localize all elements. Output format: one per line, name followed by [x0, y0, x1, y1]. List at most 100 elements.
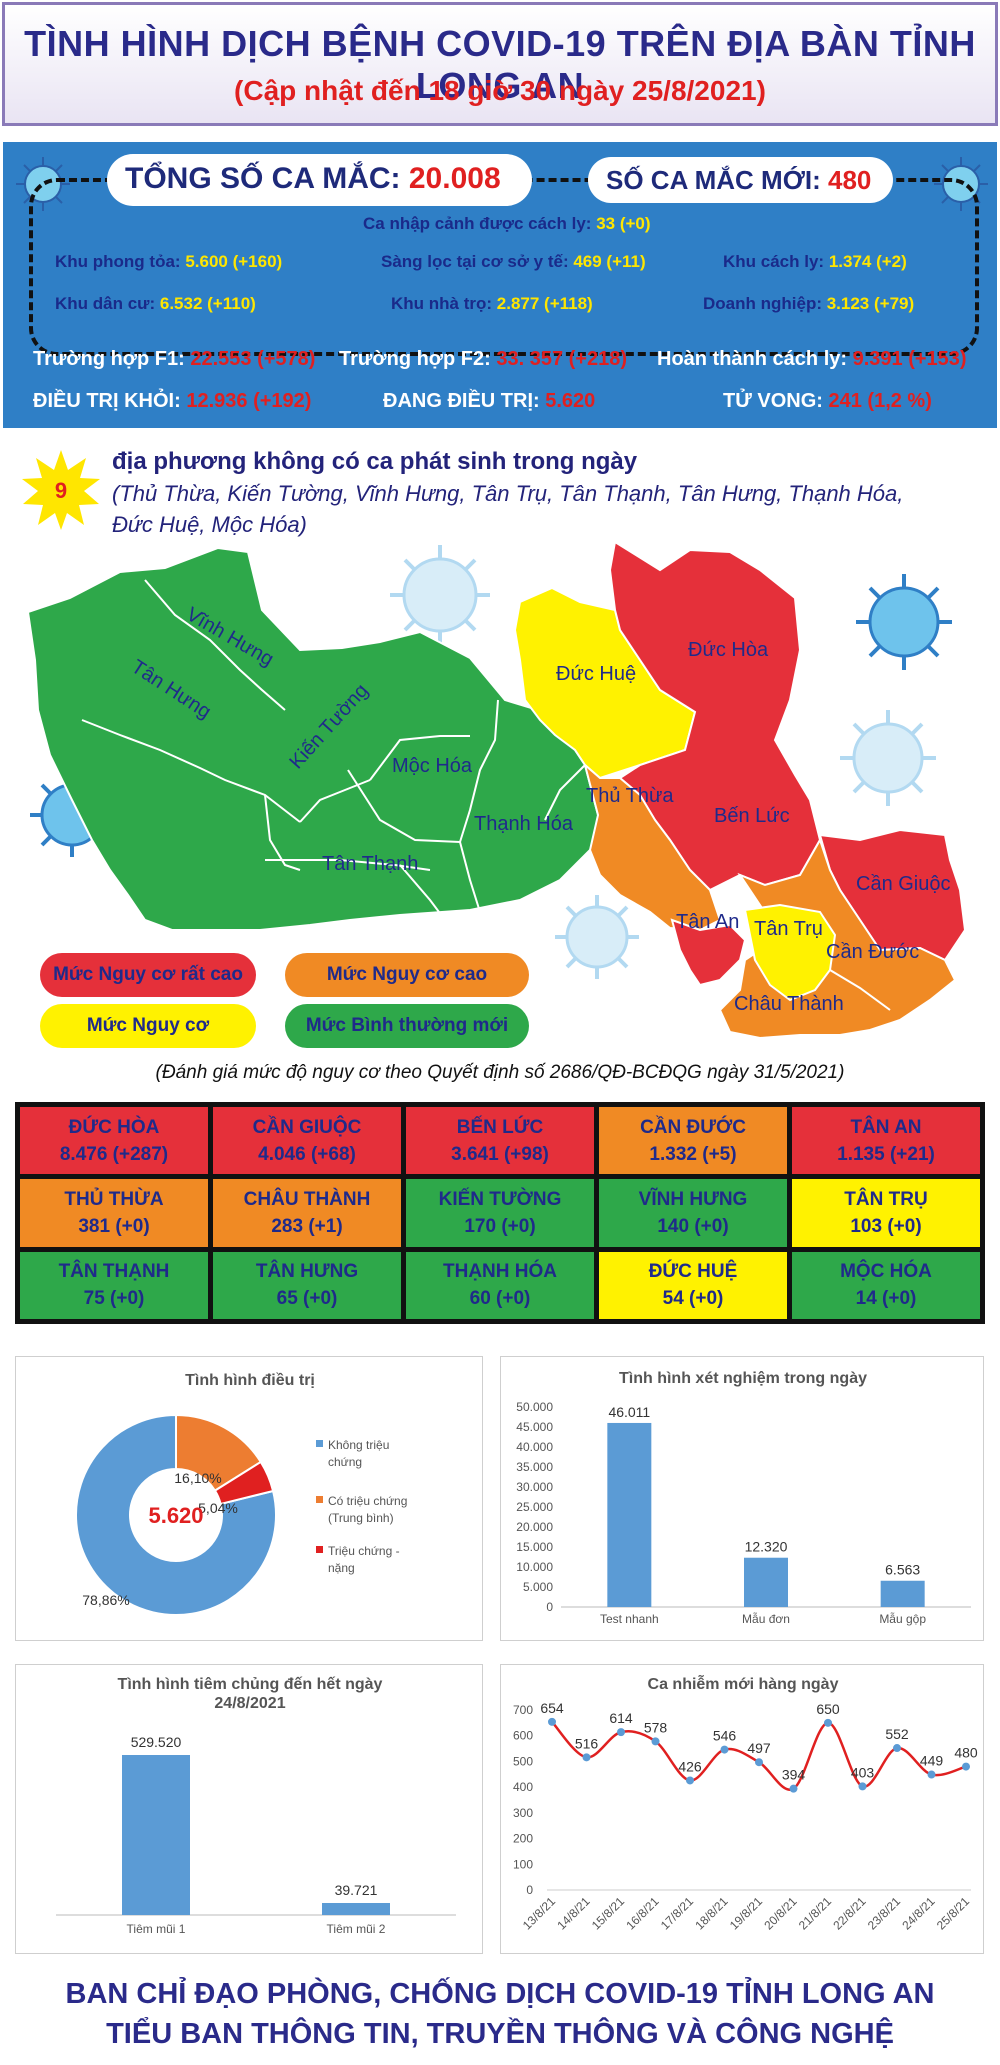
x-tick-label: 23/8/21: [865, 1894, 903, 1932]
district-value: 170 (+0): [464, 1215, 536, 1237]
x-tick-label: Tiêm mũi 2: [327, 1922, 386, 1936]
x-tick-label: 16/8/21: [623, 1894, 661, 1932]
district-value: 8.476 (+287): [59, 1143, 169, 1165]
data-point: [755, 1758, 763, 1767]
district-value: 75 (+0): [83, 1288, 145, 1310]
stats-panel: TỔNG SỐ CA MẮC: 20.008 SỐ CA MẮC MỚI: 48…: [3, 142, 997, 428]
bar-value-label: 529.520: [131, 1734, 182, 1750]
data-point: [686, 1776, 694, 1785]
bar-value-label: 46.011: [608, 1404, 650, 1420]
data-point: [824, 1718, 832, 1727]
lockdown-stat: Khu phong tỏa: 5.600 (+160): [55, 252, 283, 271]
treatment-chart: Tình hình điều trị 78,86% 16,10% 5,04% 5.620…: [15, 1356, 483, 1641]
district-cell: CẦN ĐƯỚC 1.332 (+5): [599, 1107, 787, 1175]
district-cell: KIẾN TƯỜNG 170 (+0): [406, 1179, 594, 1247]
legend-risk: Mức Nguy cơ: [40, 1004, 256, 1048]
bar: [880, 1580, 925, 1607]
district-name: MỘC HÓA: [840, 1261, 932, 1283]
y-tick-label: 200: [513, 1832, 533, 1846]
data-point-label: 394: [782, 1767, 806, 1783]
data-point-label: 546: [713, 1728, 737, 1744]
data-point: [548, 1717, 556, 1726]
region-thu-thua: [583, 762, 722, 932]
pie-slice: [213, 1460, 275, 1506]
deaths-stat: TỬ VONG: 241 (1,2 %): [723, 390, 932, 412]
donut-center-label: 5.620: [148, 1503, 203, 1528]
vaccination-chart: Tình hình tiêm chủng đến hết ngày 24/8/20…: [15, 1664, 483, 1954]
district-name: TÂN AN: [850, 1116, 922, 1138]
map-label-can-giuoc: Cần Giuộc: [856, 873, 951, 895]
map-label-ben-luc: Bến Lức: [714, 805, 790, 827]
region-tan-an: [670, 918, 747, 987]
x-tick-label: 21/8/21: [796, 1894, 834, 1932]
x-tick-label: 22/8/21: [830, 1894, 868, 1932]
data-point: [962, 1762, 970, 1771]
district-cell: VĨNH HƯNG 140 (+0): [599, 1179, 787, 1247]
district-value: 60 (+0): [469, 1288, 531, 1310]
virus-icon: [856, 574, 952, 670]
page-subtitle: (Cập nhật đến 18 giờ 30 ngày 25/8/2021): [234, 75, 766, 106]
y-tick-label: 50.000: [516, 1400, 553, 1414]
district-cell: TÂN THẠNH 75 (+0): [20, 1251, 208, 1319]
footer-line-1: BAN CHỈ ĐẠO PHÒNG, CHỐNG DỊCH COVID-19 T…: [65, 1978, 935, 2010]
district-cell: CẦN GIUỘC 4.046 (+68): [213, 1107, 401, 1175]
district-value: 65 (+0): [276, 1288, 338, 1310]
map-label-chau-thanh: Châu Thành: [734, 993, 844, 1015]
immigration-stat: Ca nhập cảnh được cách ly: 33 (+0): [363, 214, 651, 233]
data-point: [720, 1745, 729, 1754]
legend-high: Mức Nguy cơ cao: [285, 953, 529, 997]
map-label-tan-an: Tân An: [676, 911, 739, 933]
data-point-label: 614: [609, 1710, 633, 1726]
isolation-zone-stat: Khu cách ly: 1.374 (+2): [723, 252, 907, 271]
virus-icon: [840, 710, 936, 806]
data-point: [789, 1784, 798, 1793]
x-tick-label: 19/8/21: [727, 1894, 765, 1932]
map-label-tan-tru: Tân Trụ: [754, 918, 823, 940]
localities-headline: địa phương không có ca phát sinh trong n…: [112, 448, 638, 475]
virus-icon: [390, 545, 490, 645]
district-name: TÂN TRỤ: [844, 1188, 928, 1210]
district-name: THỦ THỪA: [64, 1188, 164, 1210]
enterprise-stat: Doanh nghiệp: 3.123 (+79): [703, 294, 915, 313]
district-value: 14 (+0): [855, 1288, 917, 1310]
x-tick-label: 15/8/21: [589, 1894, 627, 1932]
district-name: TÂN HƯNG: [255, 1261, 359, 1283]
recovered-stat: ĐIỀU TRỊ KHỎI: 12.936 (+192): [33, 390, 312, 412]
district-name: THẠNH HÓA: [443, 1261, 557, 1283]
district-cell: CHÂU THÀNH 283 (+1): [213, 1179, 401, 1247]
bar-value-label: 6.563: [885, 1562, 920, 1578]
bar: [744, 1557, 788, 1607]
y-tick-label: 10.000: [516, 1560, 553, 1574]
chart-title-line-2: 24/8/2021: [214, 1695, 285, 1712]
bar: [322, 1902, 390, 1915]
data-point-label: 578: [644, 1719, 668, 1735]
total-cases-label: TỔNG SỐ CA MẮC:: [125, 162, 409, 195]
province-map: Vĩnh Hưng Tân Hưng Kiến Tường Mộc Hóa Th…: [26, 540, 967, 1040]
data-point-label: 426: [678, 1758, 702, 1774]
testing-chart: Tình hình xét nghiệm trong ngày 0 5.000 10.…: [500, 1356, 984, 1641]
total-cases-pill: TỔNG SỐ CA MẮC: 20.008: [107, 154, 532, 206]
y-tick-label: 0: [526, 1883, 533, 1897]
x-tick-label: 20/8/21: [761, 1894, 799, 1932]
district-name: CHÂU THÀNH: [243, 1188, 371, 1210]
legend-entry: Không triệu chứng: [328, 1438, 389, 1469]
data-point-label: 650: [816, 1701, 840, 1717]
district-value: 4.046 (+68): [258, 1143, 356, 1165]
x-tick-label: 14/8/21: [554, 1894, 592, 1932]
legend-entry: Có triệu chứng (Trung bình): [328, 1494, 407, 1525]
screening-stat: Sàng lọc tại cơ sở y tế: 469 (+11): [381, 252, 646, 271]
x-tick-label: Test nhanh: [600, 1612, 659, 1626]
district-name: BẾN LỨC: [456, 1116, 544, 1138]
x-tick-label: 24/8/21: [899, 1894, 937, 1932]
completed-stat: Hoàn thành cách ly: 9.391 (+153): [657, 348, 967, 370]
chart-title: Tình hình xét nghiệm trong ngày: [619, 1370, 867, 1387]
map-label-tan-thanh: Tân Thạnh: [322, 853, 418, 875]
header-banner: TÌNH HÌNH DỊCH BỆNH COVID-19 TRÊN ĐỊA BÀ…: [2, 2, 998, 126]
district-name: CẦN GIUỘC: [252, 1116, 362, 1138]
district-cell: ĐỨC HUỆ 54 (+0): [599, 1251, 787, 1319]
district-name: TÂN THẠNH: [58, 1261, 170, 1283]
pie-slice-label: 5,04%: [198, 1500, 238, 1516]
district-cell: ĐỨC HÒA 8.476 (+287): [20, 1107, 208, 1175]
y-tick-label: 40.000: [516, 1440, 553, 1454]
